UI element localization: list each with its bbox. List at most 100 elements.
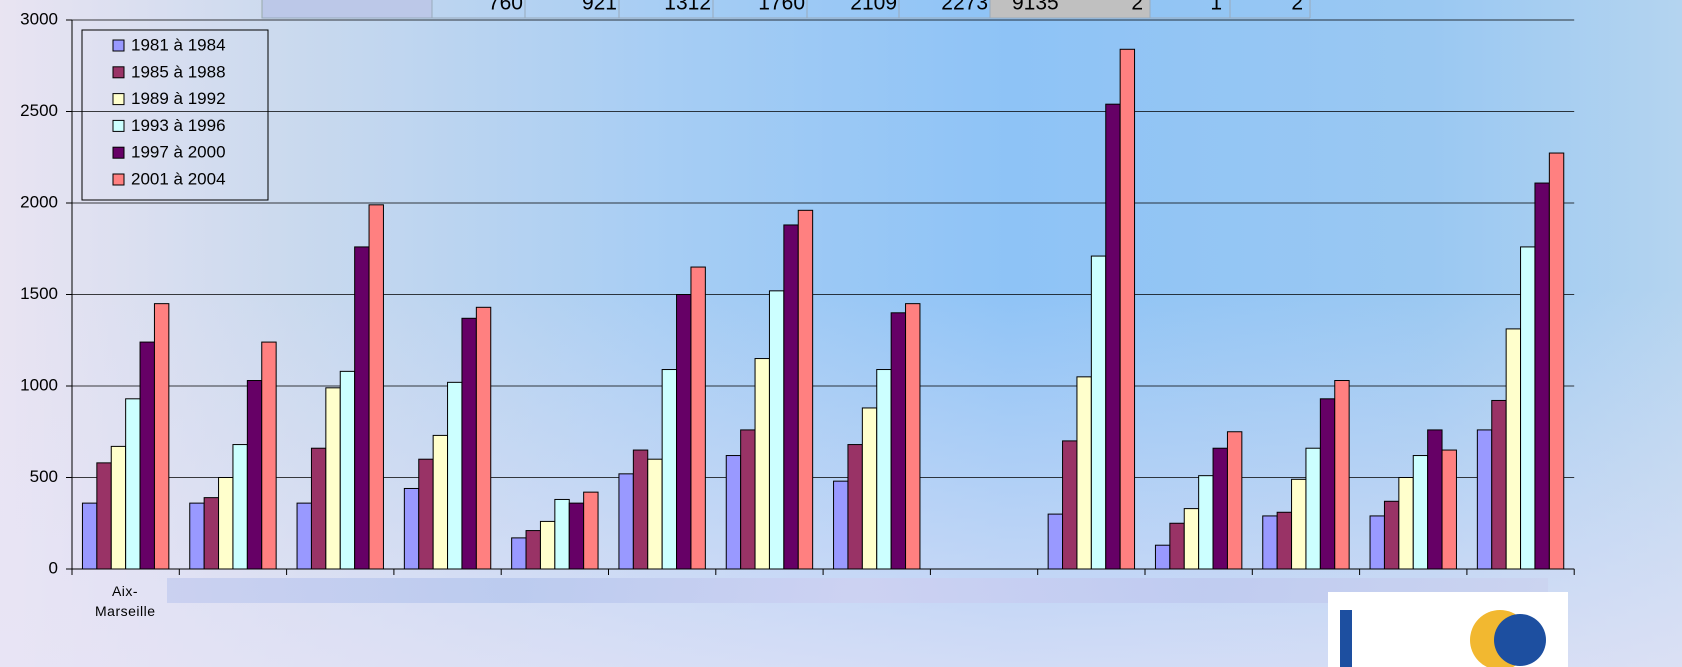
bar [110,445,127,570]
bar [618,473,634,570]
table-cell-blurred [261,0,433,19]
table-cell-highlight [990,0,1150,18]
bar [1427,429,1443,570]
bar [1183,508,1200,570]
legend-swatch [112,93,125,106]
legend-swatch [112,39,125,52]
bar [1198,475,1214,570]
bar [511,537,527,570]
logo-mark [1494,614,1546,666]
bar [1476,429,1493,570]
legend-label: 1993 à 1996 [131,116,226,135]
table-cell: 760 [488,0,523,15]
table-cell: 1312 [664,0,711,15]
table-cell: 1760 [758,0,805,15]
bar [447,381,463,570]
table-cell: 9135 [1012,0,1059,15]
bar [232,444,248,570]
table-cell: 2 [1131,0,1143,15]
bar [1491,399,1507,570]
bar [861,407,878,570]
bar [1548,152,1565,570]
label-strip [167,578,1548,603]
bar [96,462,112,570]
bar [1169,522,1185,570]
y-tick-label: 2500 [20,101,58,120]
bar [740,429,756,570]
legend-swatch [112,66,125,79]
legend-swatch [112,173,125,186]
bar [890,312,907,570]
bar [1369,515,1385,570]
x-tick-label: Aix-Marseille [95,583,156,619]
legend-label: 1997 à 2000 [131,143,226,162]
bar [525,530,541,570]
table-cell: 2273 [941,0,988,15]
table-cell: 1 [1210,0,1222,15]
bar [310,447,327,570]
bar [1305,447,1321,570]
bar [1398,477,1414,570]
legend-label: 2001 à 2004 [131,169,226,188]
bar [568,502,585,570]
bar [833,480,849,570]
bar [647,458,663,570]
legend-box [81,29,269,201]
y-tick-label: 2000 [20,192,58,211]
bar [1534,182,1550,570]
logo-mark [1340,610,1352,667]
table-cell: 2 [1291,0,1303,15]
bar [418,458,434,570]
bar [1520,246,1536,570]
bar [1076,376,1092,570]
legend-label: 1989 à 1992 [131,89,226,108]
bar [1105,103,1121,570]
bar [797,209,814,570]
bar [325,387,341,570]
bar [246,380,263,570]
bar [125,398,141,570]
y-tick-label: 1000 [20,375,58,394]
bar [203,497,220,570]
bar [690,266,706,570]
bar [583,491,599,570]
bar [1334,380,1350,570]
bar [475,306,492,570]
y-tick-label: 3000 [20,9,58,28]
bar [905,303,921,570]
bar [432,434,449,570]
bar [1383,500,1400,570]
bar [218,477,234,570]
legend-label: 1981 à 1984 [131,35,226,54]
bar [1441,449,1457,570]
legend-swatch [112,146,125,159]
bar [81,502,98,570]
bar [1262,515,1278,570]
bar [783,224,799,570]
table-cell: 921 [582,0,617,15]
bar [1119,48,1136,570]
bar [461,317,477,570]
table-cell: 2109 [850,0,897,15]
bar [768,290,785,570]
bar [1047,513,1064,570]
bar [339,370,356,570]
bar [1212,447,1228,570]
bar [876,369,892,570]
bar [847,444,863,570]
bar [1276,511,1293,570]
bar [754,358,770,570]
legend-label: 1985 à 1988 [131,62,226,81]
bar [539,520,556,570]
bar [725,455,742,570]
legend-swatch [112,119,125,132]
bar [1291,478,1307,570]
y-tick-label: 500 [30,467,58,486]
bar [153,303,170,570]
bar [261,341,277,570]
y-tick-label: 1500 [20,284,58,303]
bar [661,369,678,570]
bar [632,449,649,570]
